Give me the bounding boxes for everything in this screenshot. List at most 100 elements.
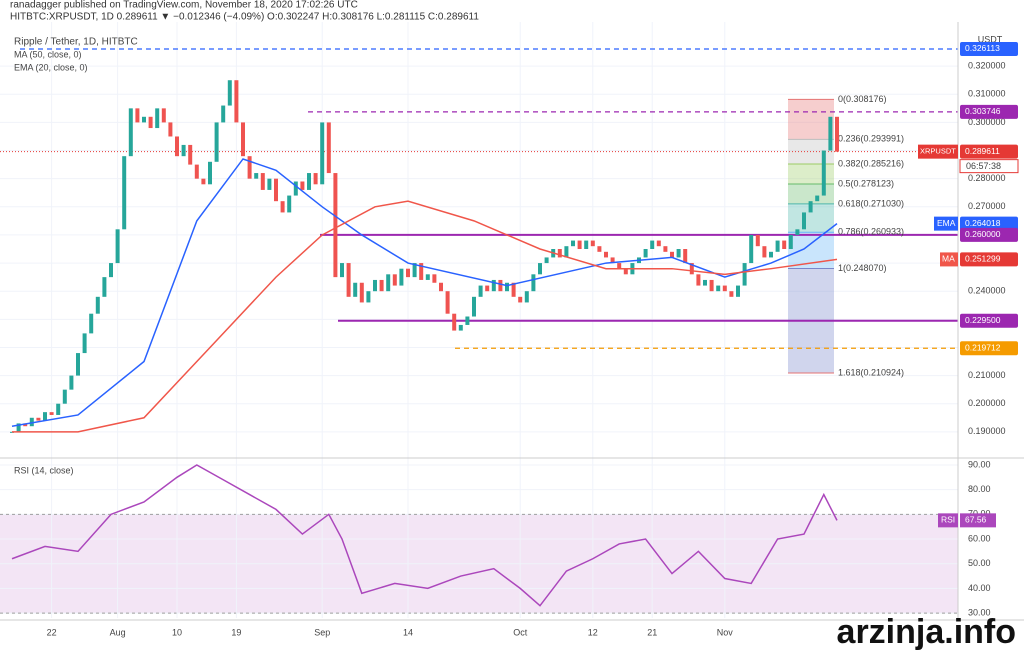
price-tag [960,41,1018,56]
candle [392,274,397,286]
candle [511,282,516,297]
candle [43,412,47,421]
candle [274,178,278,202]
x-tick-label: 14 [403,627,413,637]
rsi-legend: RSI (14, close) [14,465,74,475]
ma-line [12,200,838,433]
price-tag-label: 0.260000 [965,229,1001,239]
candle [518,296,523,303]
candle [142,116,146,123]
candle [89,313,94,334]
price-tag [960,252,1018,267]
x-tick-label: Oct [513,627,528,637]
candle [828,116,833,151]
candle [340,263,344,278]
candle [696,274,701,286]
y-tick-label: 90.00 [968,459,991,469]
ma-tag [940,252,958,267]
candle [221,105,226,123]
candle [168,122,173,137]
price-tag [960,227,1018,242]
candle [729,291,734,297]
price-tag-label: 0.219712 [965,343,1001,353]
publisher: ranadagger published on TradingView.com,… [10,0,358,11]
candle [175,136,179,157]
candle [505,282,509,292]
symbol-label: XRPUSDT [920,147,956,156]
y-tick-label: 0.300000 [968,117,1006,127]
candle [557,249,562,258]
candle [128,108,133,157]
candle [478,285,483,297]
fib-label: 0.618(0.271030) [838,198,904,208]
x-tick-label: 10 [172,627,182,637]
fib-zone [788,164,834,184]
candle [23,423,28,427]
candle [617,263,622,269]
currency: USDT [978,34,1003,44]
candle [56,403,61,415]
candle [406,268,410,278]
candle [623,268,628,275]
x-tick-label: 21 [647,627,657,637]
y-tick-label: 0.270000 [968,201,1006,211]
candle [716,285,721,292]
y-tick-label: 40.00 [968,583,991,593]
candle [201,178,206,185]
y-tick-label: 50.00 [968,558,991,568]
candle [333,173,338,278]
candle [815,195,820,202]
ema-tag [934,216,958,231]
ma-legend: MA (50, close, 0) [14,49,82,59]
x-tick-label: 19 [231,627,241,637]
x-tick-label: Nov [717,627,734,637]
fib-zone [788,99,834,140]
candle [775,240,780,252]
candle [465,316,470,325]
candle [835,116,839,152]
candle [755,234,760,247]
candle [538,263,542,275]
candle [432,274,437,283]
candle [604,251,608,258]
candle [412,263,417,278]
candle [524,291,529,303]
ema-legend: EMA (20, close, 0) [14,62,88,72]
candle [69,375,74,390]
candle [564,246,569,258]
candle [749,234,754,264]
candle [49,412,54,415]
rsi-line [11,464,838,607]
price-tag [960,144,1018,159]
candle [247,156,252,179]
y-tick-label: 80.00 [968,484,991,494]
candle [571,240,575,247]
candle [762,246,767,258]
candle [663,246,668,252]
candle [16,423,21,432]
candle [742,263,747,286]
candle [425,274,430,280]
candle [676,249,681,258]
candle [280,201,285,213]
y-tick-label: 0.320000 [968,61,1006,71]
candle [419,263,424,280]
candle [76,353,80,376]
candle [399,268,404,286]
ohlc: HITBTC:XRPUSDT, 1D 0.289611 ▼ −0.012346 … [10,12,479,23]
candle [254,173,259,179]
candle [208,161,212,185]
fib-label: 1(0.248070) [838,263,887,273]
candle [452,313,457,331]
price-tag [960,216,1018,231]
candle [821,150,826,196]
y-tick-label: 0.310000 [968,89,1006,99]
candle [313,173,318,185]
fib-label: 0.5(0.278123) [838,178,894,188]
candle [287,195,292,213]
candle [736,285,740,297]
candle [590,240,595,247]
candle [683,249,688,264]
candle [148,116,153,129]
candle [458,324,463,331]
